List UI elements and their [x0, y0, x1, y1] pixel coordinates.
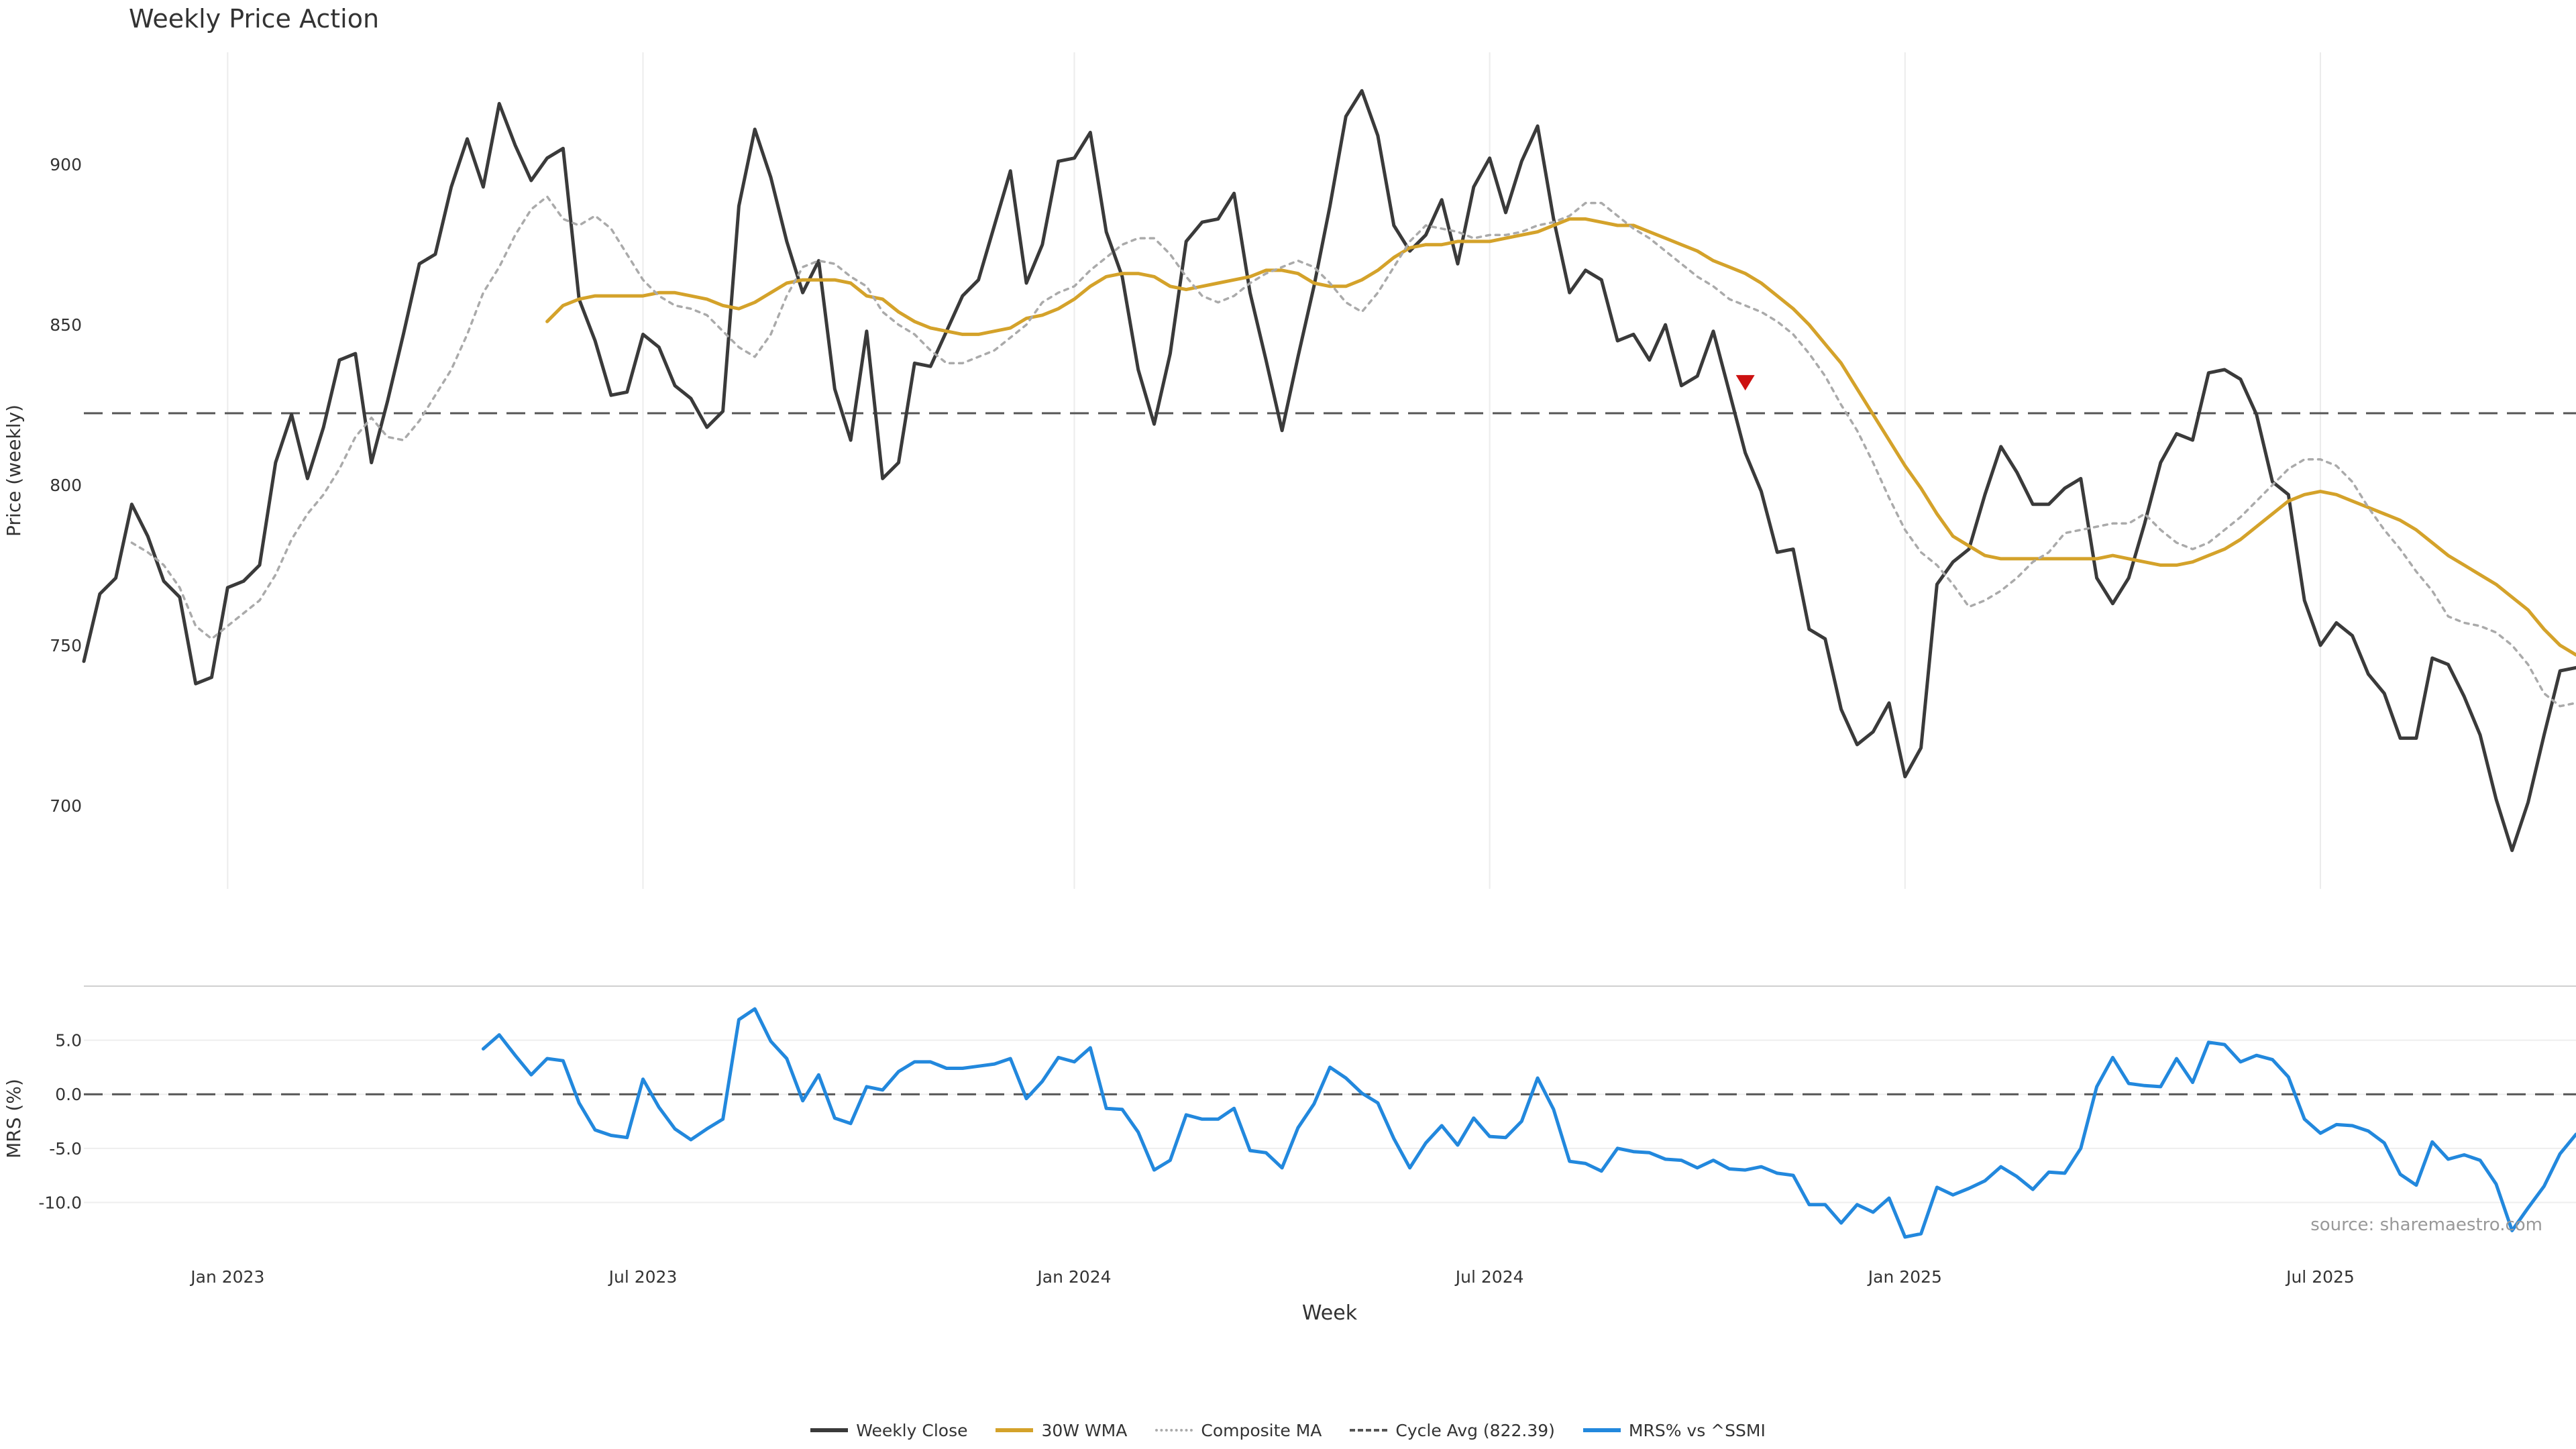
y-tick-label: 750 [50, 636, 82, 655]
legend-label-mrs: MRS% vs ^SSMI [1628, 1420, 1766, 1440]
signal-marker [1735, 375, 1755, 391]
y-tick-label: 800 [50, 476, 82, 495]
legend-swatch-composite-ma [1155, 1429, 1193, 1432]
chart-title: Weekly Price Action [129, 4, 380, 34]
legend-label-weekly-close: Weekly Close [856, 1420, 968, 1440]
y-tick-label: 900 [50, 155, 82, 174]
legend-item-30w-wma: 30W WMA [996, 1421, 1127, 1440]
x-axis-label: Week [1302, 1301, 1358, 1325]
legend-label-30w-wma: 30W WMA [1041, 1420, 1128, 1440]
y-axis-label: Price (weekly) [3, 405, 25, 537]
series-mrs-vs-ssmi [481, 1007, 2576, 1239]
source-note: source: sharemaestro.com [2310, 1215, 2542, 1235]
legend-swatch-weekly-close [810, 1428, 849, 1432]
series-30w-wma [545, 217, 2576, 657]
series-weekly-close [82, 89, 2576, 853]
y-tick-label: 5.0 [55, 1031, 82, 1051]
y-tick-label: -10.0 [38, 1193, 82, 1212]
y-tick-label: 850 [50, 315, 82, 335]
y-tick-label: 700 [50, 796, 82, 816]
x-tick-label: Jan 2025 [1867, 1267, 1942, 1287]
legend-swatch-30w-wma [996, 1428, 1034, 1432]
series-composite-ma [130, 195, 2576, 708]
x-tick-label: Jan 2023 [189, 1267, 264, 1287]
x-tick-label: Jul 2024 [1454, 1267, 1524, 1287]
legend-label-composite-ma: Composite MA [1201, 1420, 1322, 1440]
legend-item-cycle-avg: Cycle Avg (822.39) [1350, 1421, 1555, 1440]
legend-swatch-mrs [1582, 1428, 1621, 1432]
legend-item-composite-ma: Composite MA [1155, 1421, 1322, 1440]
x-tick-label: Jul 2023 [608, 1267, 678, 1287]
legend-label-cycle-avg: Cycle Avg (822.39) [1395, 1420, 1555, 1440]
x-tick-label: Jul 2025 [2285, 1267, 2355, 1287]
legend-item-weekly-close: Weekly Close [810, 1421, 967, 1440]
x-tick-label: Jan 2024 [1036, 1267, 1111, 1287]
y-axis-label: MRS (%) [3, 1079, 25, 1159]
legend: Weekly Close 30W WMA Composite MA Cycle … [0, 1414, 2576, 1446]
legend-item-mrs: MRS% vs ^SSMI [1582, 1420, 1766, 1440]
y-tick-label: 0.0 [55, 1085, 82, 1104]
legend-swatch-cycle-avg [1350, 1429, 1388, 1432]
y-tick-label: -5.0 [49, 1139, 82, 1159]
